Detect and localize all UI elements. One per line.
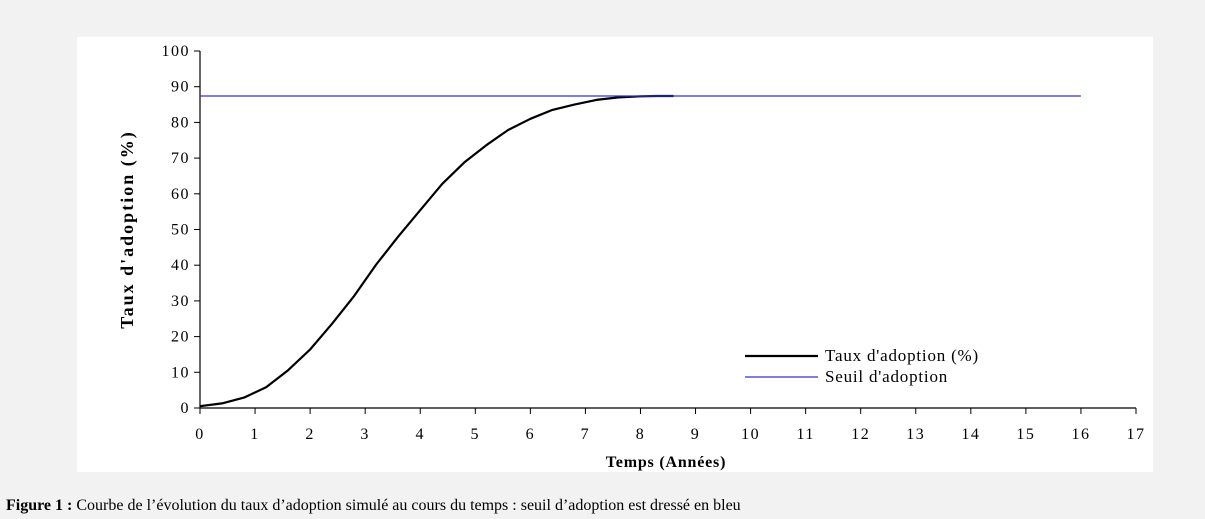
caption-label: Figure 1 : bbox=[6, 497, 73, 514]
y-tick-label: 100 bbox=[162, 43, 191, 60]
figure-caption: Figure 1 : Courbe de l’évolution du taux… bbox=[6, 497, 1205, 515]
x-tick-label: 2 bbox=[305, 426, 315, 443]
y-axis-title: Taux d'adoption (%) bbox=[117, 130, 138, 328]
x-tick-label: 14 bbox=[961, 426, 980, 443]
y-tick-label: 80 bbox=[171, 114, 190, 131]
x-tick-label: 12 bbox=[851, 426, 870, 443]
x-tick-label: 6 bbox=[526, 426, 536, 443]
x-tick-label: 10 bbox=[741, 426, 760, 443]
x-tick-label: 15 bbox=[1016, 426, 1035, 443]
y-tick-label: 70 bbox=[171, 150, 190, 167]
y-tick-label: 20 bbox=[171, 329, 190, 346]
x-tick-label: 0 bbox=[195, 426, 205, 443]
x-tick-label: 16 bbox=[1071, 426, 1090, 443]
x-tick-label: 17 bbox=[1127, 426, 1146, 443]
x-tick-label: 9 bbox=[691, 426, 701, 443]
y-tick-label: 90 bbox=[171, 79, 190, 96]
y-tick-label: 0 bbox=[181, 400, 191, 417]
x-tick-label: 13 bbox=[906, 426, 925, 443]
x-tick-label: 4 bbox=[415, 426, 425, 443]
x-tick-label: 11 bbox=[796, 426, 814, 443]
legend-item-adoption-threshold-label: Seuil d'adoption bbox=[825, 367, 948, 386]
x-tick-label: 5 bbox=[471, 426, 481, 443]
x-tick-label: 8 bbox=[636, 426, 646, 443]
y-tick-label: 30 bbox=[171, 293, 190, 310]
adoption-rate-line bbox=[199, 94, 674, 408]
y-tick-label: 40 bbox=[171, 257, 190, 274]
x-tick-label: 7 bbox=[581, 426, 591, 443]
x-tick-label: 1 bbox=[250, 426, 260, 443]
y-tick-label: 60 bbox=[171, 186, 190, 203]
x-tick-label: 3 bbox=[360, 426, 370, 443]
chart-panel: 0 10 20 30 40 50 60 70 80 90 100 0 1 2 3 4 5 6 7 8 9 10 11 12 13… bbox=[77, 37, 1153, 472]
y-tick-label: 10 bbox=[171, 364, 190, 381]
caption-text: Courbe de l’évolution du taux d’adoption… bbox=[72, 497, 741, 514]
x-axis-title: Temps (Années) bbox=[606, 454, 726, 471]
legend-item-adoption-rate-label: Taux d'adoption (%) bbox=[825, 346, 979, 365]
y-tick-label: 50 bbox=[171, 222, 190, 239]
